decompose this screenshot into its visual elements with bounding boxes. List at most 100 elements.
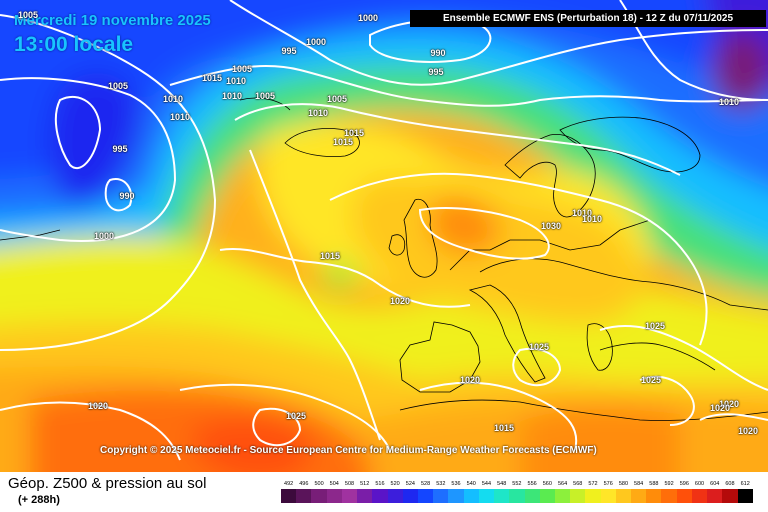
color-scale-swatch [646, 489, 662, 503]
color-scale-tick: 568 [573, 481, 583, 487]
color-scale-tick: 584 [634, 481, 644, 487]
color-scale-swatch [615, 489, 632, 503]
color-scale-swatch [691, 489, 708, 503]
color-scale-swatch [585, 489, 601, 503]
color-scale-swatch [494, 489, 510, 503]
isobar-label: 1015 [343, 128, 365, 138]
color-scale: 492 496 500 504 508 512 516 520 524 528 532 536 540 5… [281, 479, 753, 503]
color-scale-swatch [524, 489, 540, 503]
run-info: Ensemble ECMWF ENS (Perturbation 18) - 1… [410, 10, 766, 27]
isobar-label: 1025 [285, 411, 307, 421]
color-scale-tick: 604 [710, 481, 720, 487]
color-scale-tick: 548 [497, 481, 507, 487]
color-scale-swatch [448, 489, 464, 503]
land-borders [0, 97, 768, 421]
isobar-label: 1000 [305, 37, 327, 47]
isobar-label: 990 [430, 48, 446, 58]
color-scale-swatches [281, 489, 753, 503]
isobar-label: 1025 [528, 342, 550, 352]
color-scale-tick: 536 [451, 481, 461, 487]
color-scale-swatch [631, 489, 647, 503]
isobar-label: 1005 [326, 94, 348, 104]
isobar-label: 1020 [389, 296, 411, 306]
color-scale-swatch [600, 489, 616, 503]
color-scale-tick: 612 [740, 481, 750, 487]
color-scale-tick: 556 [527, 481, 537, 487]
isobar-label: 1020 [737, 426, 759, 436]
color-scale-tick: 564 [557, 481, 568, 487]
forecast-lead-time: (+ 288h) [18, 494, 60, 506]
color-scale-swatch [570, 489, 586, 503]
color-scale-swatch [676, 489, 692, 503]
legend-title: Géop. Z500 & pression au sol [8, 475, 207, 492]
color-scale-tick: 608 [725, 481, 735, 487]
color-scale-swatch [554, 489, 571, 503]
forecast-time: 13:00 locale [14, 33, 134, 56]
color-scale-swatch [296, 489, 312, 503]
isobars [0, 0, 768, 460]
color-scale-tick: 572 [588, 481, 598, 487]
isobar-label: 1010 [162, 94, 184, 104]
color-scale-tick: 520 [390, 481, 400, 487]
color-scale-tick: 504 [329, 481, 339, 487]
isobar-label: 1015 [493, 423, 515, 433]
isobar-label: 1020 [459, 375, 481, 385]
isobar-label: 1030 [540, 221, 562, 231]
color-scale-tick: 508 [344, 481, 355, 487]
color-scale-swatch [737, 489, 753, 503]
color-scale-swatch [281, 489, 297, 503]
color-scale-swatch [478, 489, 495, 503]
color-scale-swatch [372, 489, 388, 503]
color-scale-tick: 500 [314, 481, 324, 487]
color-scale-ticks: 492 496 500 504 508 512 516 520 524 528 532 536 540 5… [281, 479, 753, 489]
isobar-label: 1025 [644, 321, 666, 331]
isobar-label: 1025 [640, 375, 662, 385]
color-scale-tick: 532 [436, 481, 446, 487]
color-scale-swatch [387, 489, 403, 503]
isobar-label: 1010 [307, 108, 329, 118]
isobar-label: 1020 [709, 403, 731, 413]
isobar-label: 1010 [571, 208, 593, 218]
color-scale-tick: 576 [603, 481, 613, 487]
color-scale-swatch [341, 489, 358, 503]
color-scale-swatch [509, 489, 525, 503]
isobar-label: 1010 [718, 97, 740, 107]
color-scale-tick: 496 [299, 481, 309, 487]
isobar-label: 1005 [107, 81, 129, 91]
isobar-label: 1005 [17, 10, 39, 20]
isobar-label: 1010 [225, 76, 247, 86]
isobar-label: 995 [428, 67, 444, 77]
color-scale-tick: 600 [694, 481, 705, 487]
map-canvas [0, 0, 768, 472]
color-scale-swatch [707, 489, 723, 503]
legend-bar: Géop. Z500 & pression au sol (+ 288h) 49… [0, 472, 768, 512]
color-scale-swatch [722, 489, 738, 503]
isobar-label: 1000 [357, 13, 379, 23]
color-scale-swatch [433, 489, 449, 503]
color-scale-tick: 528 [420, 481, 431, 487]
color-scale-swatch [357, 489, 373, 503]
isobar-label: 990 [119, 191, 135, 201]
isobar-label: 995 [281, 46, 297, 56]
color-scale-tick: 512 [360, 481, 370, 487]
color-scale-tick: 544 [481, 481, 492, 487]
isobar-label: 1010 [581, 214, 603, 224]
color-scale-swatch [539, 489, 555, 503]
isobar-label: 1020 [87, 401, 109, 411]
isobar-label: 1015 [319, 251, 341, 261]
isobar-label: 1000 [93, 231, 115, 241]
color-scale-tick: 580 [618, 481, 629, 487]
isobar-label: 1005 [231, 64, 253, 74]
isobar-label: 1010 [221, 91, 243, 101]
color-scale-tick: 516 [375, 481, 385, 487]
color-scale-tick: 524 [405, 481, 415, 487]
color-scale-tick: 592 [664, 481, 674, 487]
color-scale-swatch [402, 489, 418, 503]
isobar-label: 1010 [169, 112, 191, 122]
forecast-date: Mercredi 19 novembre 2025 [14, 12, 211, 29]
isobar-label: 1020 [718, 399, 740, 409]
color-scale-swatch [311, 489, 327, 503]
color-scale-tick: 552 [512, 481, 522, 487]
copyright-notice: Copyright © 2025 Meteociel.fr - Source E… [100, 445, 597, 456]
color-scale-swatch [463, 489, 479, 503]
